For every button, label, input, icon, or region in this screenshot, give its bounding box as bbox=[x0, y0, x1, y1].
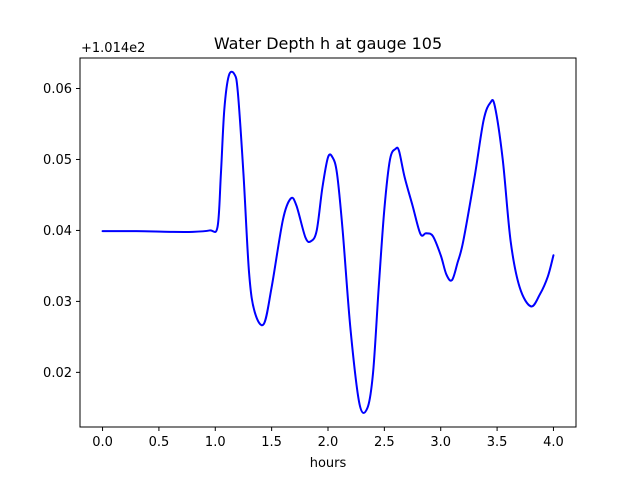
water-depth-series-line bbox=[101, 70, 555, 414]
x-axis-label: hours bbox=[310, 456, 347, 471]
y-tick-label: 0.02 bbox=[43, 366, 72, 381]
chart-title: Water Depth h at gauge 105 bbox=[214, 34, 442, 53]
x-tick-label: 0.5 bbox=[149, 435, 170, 450]
y-tick-label: 0.04 bbox=[43, 224, 72, 239]
x-tick-label: 3.0 bbox=[430, 435, 451, 450]
x-tick-label: 3.5 bbox=[487, 435, 508, 450]
y-tick-label: 0.03 bbox=[43, 295, 72, 310]
y-tick-label: 0.06 bbox=[43, 82, 72, 97]
x-tick-label: 1.0 bbox=[205, 435, 226, 450]
x-tick-label: 0.0 bbox=[92, 435, 113, 450]
x-tick-label: 2.5 bbox=[374, 435, 395, 450]
y-offset-label: +1.014e2 bbox=[81, 41, 145, 56]
x-tick-label: 1.5 bbox=[261, 435, 282, 450]
y-axis: 0.02 0.03 0.04 0.05 0.06 bbox=[43, 82, 80, 381]
x-axis: 0.0 0.5 1.0 1.5 2.0 2.5 3.0 3.5 4.0 bbox=[92, 427, 564, 450]
x-tick-label: 4.0 bbox=[543, 435, 564, 450]
y-tick-label: 0.05 bbox=[43, 153, 72, 168]
x-tick-label: 2.0 bbox=[318, 435, 339, 450]
